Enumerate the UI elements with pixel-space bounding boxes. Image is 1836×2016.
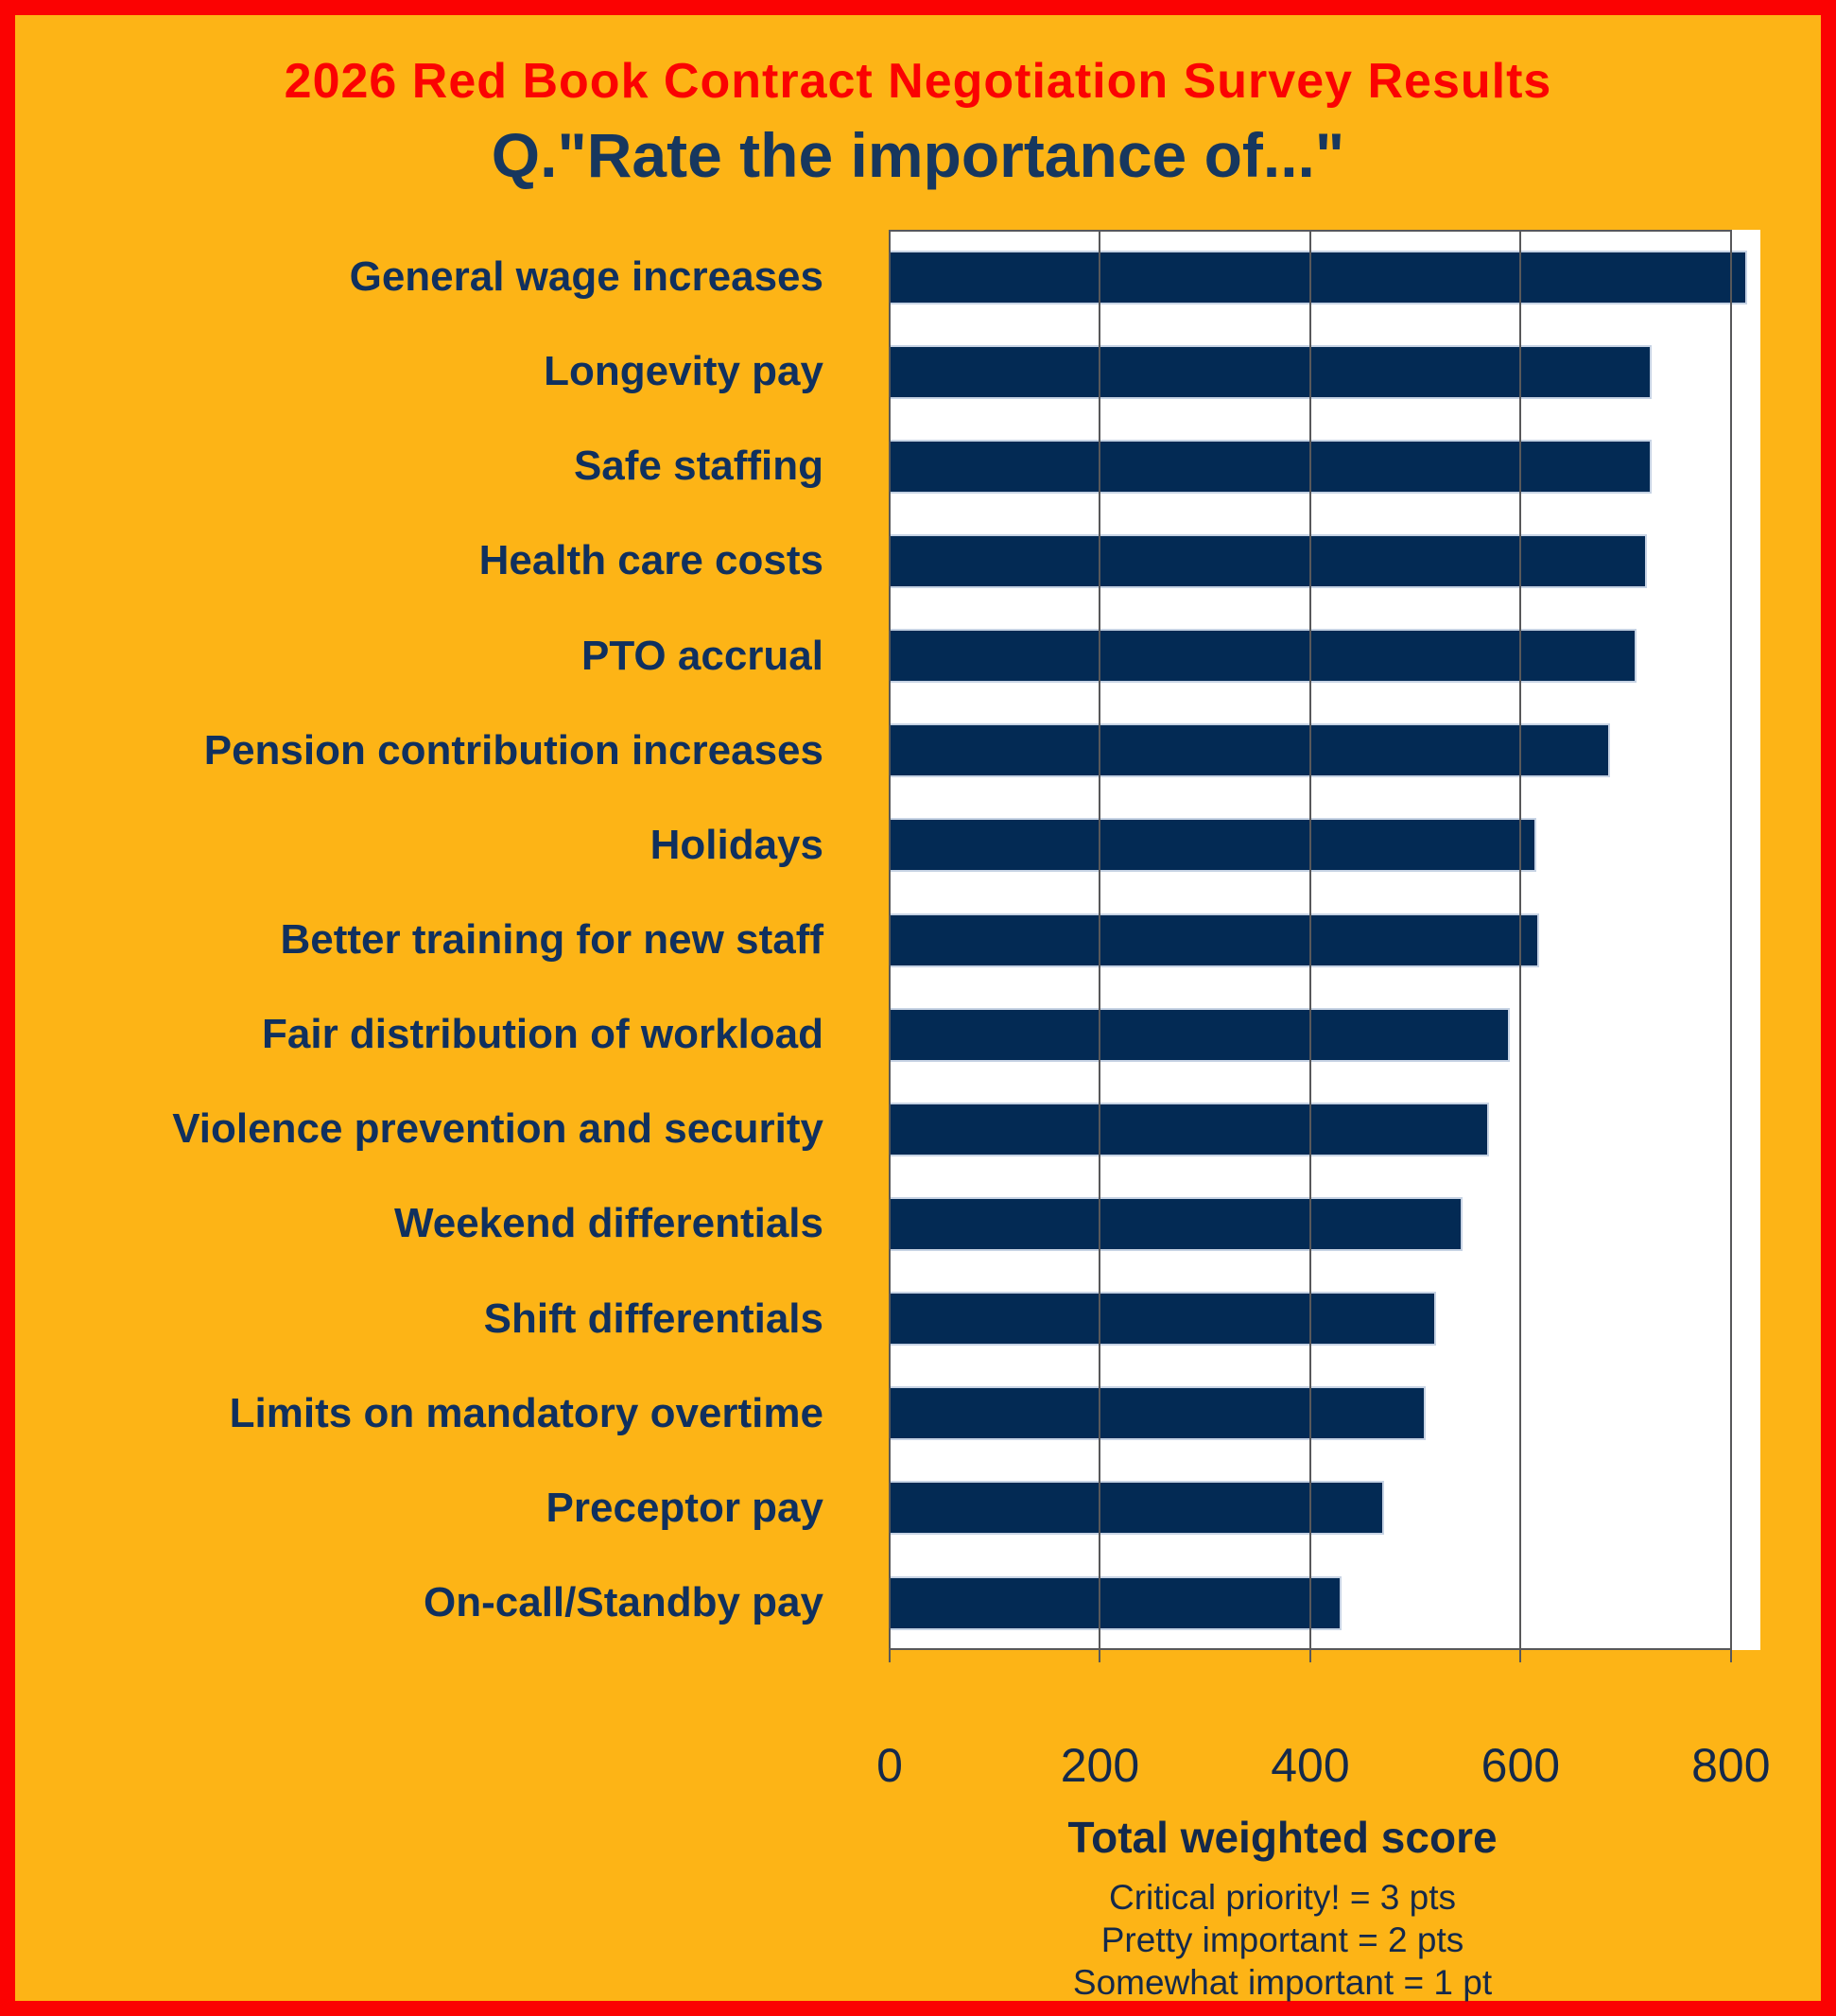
axis-tick-label-400: 400 [1271,1739,1350,1792]
legend-note-line: Pretty important = 2 pts [1100,1920,1464,1959]
bar-row [890,1461,1760,1555]
axis-tick-label-800: 800 [1691,1739,1771,1792]
bar-row [890,987,1760,1082]
category-label: Weekend differentials [394,1200,823,1247]
axis-tick-400 [1308,1650,1311,1662]
axis-tick-label-200: 200 [1060,1739,1140,1792]
category-label: Longevity pay [544,348,823,395]
grid-line-600 [1519,230,1522,1650]
bar-holidays [890,818,1537,873]
bar-row [890,513,1760,608]
bar-pension-contribution-increases [890,723,1610,778]
category-label: On-call/Standby pay [424,1579,823,1626]
category-label: Limits on mandatory overtime [229,1389,823,1436]
bar-health-care-costs [890,533,1647,588]
x-axis-title: Total weighted score [1067,1813,1498,1862]
category-label: Fair distribution of workload [262,1011,823,1058]
page-title: 2026 Red Book Contract Negotiation Surve… [284,54,1552,109]
bar-row [890,1555,1760,1650]
category-labels-column: General wage increases Longevity pay Safe … [15,230,823,1650]
grid-line-800 [1729,230,1732,1650]
bar-general-wage-increases [890,250,1747,304]
bar-rows-container [890,230,1760,1650]
axis-tick-800 [1729,1650,1732,1662]
category-label: Holidays [650,821,823,868]
category-label: Safe staffing [573,443,823,490]
bar-better-training-for-new-staff [890,912,1540,967]
bar-row [890,230,1760,324]
category-label: Health care costs [478,537,823,584]
bar-row [890,704,1760,798]
bar-row [890,1082,1760,1176]
plot-top-border [890,230,1731,232]
axis-tick-label-600: 600 [1481,1739,1561,1792]
bar-violence-prevention-and-security [890,1102,1490,1156]
bar-row [890,419,1760,513]
bar-row [890,1272,1760,1366]
bar-row [890,324,1760,419]
legend-note-line: Critical priority! = 3 pts [1108,1878,1457,1917]
bar-limits-on-mandatory-overtime [890,1386,1427,1441]
bar-safe-staffing [890,439,1653,494]
bar-preceptor-pay [890,1481,1384,1536]
bar-on-call-standby-pay [890,1575,1342,1630]
category-label: General wage increases [349,253,823,301]
bar-pto-accrual [890,629,1637,684]
grid-line-200 [1099,230,1101,1650]
axis-tick-label-0: 0 [876,1739,903,1792]
axis-tick-200 [1099,1650,1101,1662]
legend-notes: Critical priority! = 3 pts Pretty importa… [847,1876,1718,2004]
bar-row [890,798,1760,893]
axis-tick-0 [889,1650,891,1662]
category-label: Violence prevention and security [172,1105,823,1153]
bar-shift-differentials [890,1292,1437,1347]
bar-row [890,1366,1760,1461]
bar-row [890,1176,1760,1271]
category-label: Preceptor pay [546,1484,823,1531]
category-label: Pension contribution increases [203,726,823,773]
plot-bottom-border [890,1648,1731,1650]
legend-note-line: Somewhat important = 1 pt [1072,1963,1493,2002]
axis-tick-600 [1519,1650,1522,1662]
grid-line-0 [889,230,891,1650]
category-label: PTO accrual [581,632,823,679]
bar-fair-distribution-of-workload [890,1007,1511,1062]
bar-row [890,893,1760,987]
page-subtitle: Q."Rate the importance of..." [491,120,1345,190]
category-label: Better training for new staff [280,916,824,964]
grid-line-400 [1308,230,1311,1650]
bar-row [890,609,1760,704]
category-label: Shift differentials [483,1295,823,1342]
bar-longevity-pay [890,344,1653,399]
chart-plot-area [889,230,1760,1650]
bar-weekend-differentials [890,1196,1464,1251]
